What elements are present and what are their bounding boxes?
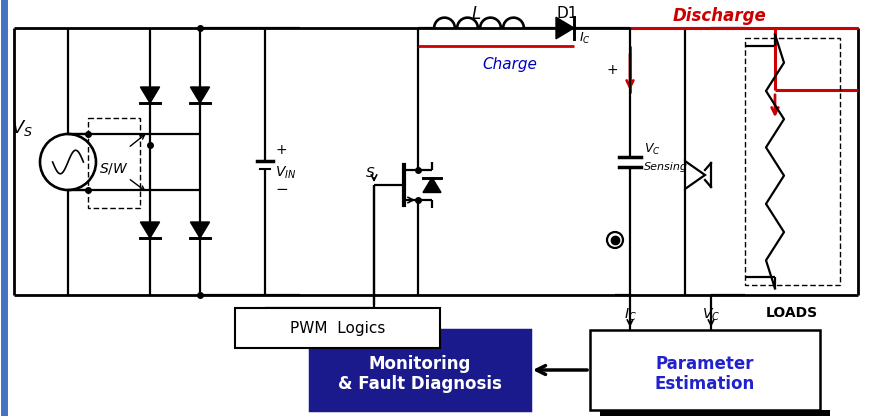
Text: L: L xyxy=(471,5,481,23)
Bar xyxy=(599,410,829,416)
Polygon shape xyxy=(190,222,210,238)
Text: PWM  Logics: PWM Logics xyxy=(289,320,385,335)
Polygon shape xyxy=(140,222,160,238)
Text: Charge: Charge xyxy=(482,57,537,72)
Text: $V_{IN}$: $V_{IN}$ xyxy=(275,165,296,181)
Text: $+$: $+$ xyxy=(605,63,617,77)
Text: $S/W$: $S/W$ xyxy=(99,161,129,176)
Text: & Fault Diagnosis: & Fault Diagnosis xyxy=(338,375,502,393)
Text: $I_C$: $I_C$ xyxy=(578,30,590,45)
Bar xyxy=(88,118,139,208)
Text: Sensing: Sensing xyxy=(643,161,688,171)
Polygon shape xyxy=(423,178,440,193)
Text: Discharge: Discharge xyxy=(673,7,766,25)
Polygon shape xyxy=(190,87,210,103)
Text: Parameter: Parameter xyxy=(655,355,753,373)
Text: $I_C$: $I_C$ xyxy=(623,307,636,323)
Polygon shape xyxy=(140,87,160,103)
Text: $V_C$: $V_C$ xyxy=(701,307,719,323)
Text: Estimation: Estimation xyxy=(654,375,754,393)
Circle shape xyxy=(606,232,623,248)
Text: Monitoring: Monitoring xyxy=(368,355,471,373)
Text: $+$: $+$ xyxy=(275,143,287,157)
Text: $S$: $S$ xyxy=(365,166,374,180)
Bar xyxy=(589,330,819,410)
Text: D1: D1 xyxy=(556,7,577,22)
Text: LOADS: LOADS xyxy=(765,306,817,320)
Bar xyxy=(745,38,839,285)
Text: $V_S$: $V_S$ xyxy=(11,118,33,138)
Bar xyxy=(235,308,439,348)
Polygon shape xyxy=(555,17,574,39)
Text: $-$: $-$ xyxy=(275,181,288,196)
Bar xyxy=(310,330,530,410)
Text: $V_C$: $V_C$ xyxy=(643,142,660,157)
